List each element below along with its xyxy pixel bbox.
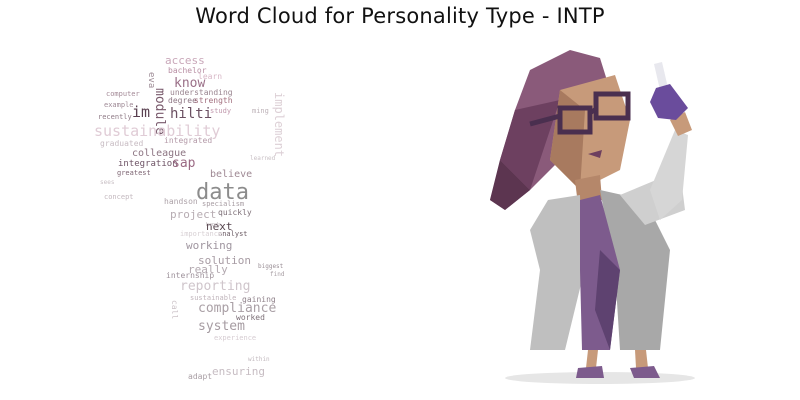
cloud-word: implement	[272, 92, 286, 158]
cloud-word: example	[104, 101, 134, 109]
cloud-word: project	[170, 208, 217, 221]
cloud-word: adapt	[188, 372, 213, 381]
cloud-word: working	[186, 239, 233, 252]
cloud-word: computer	[106, 90, 140, 98]
cloud-word: integration	[118, 159, 178, 169]
cloud-word: ensuring	[212, 365, 265, 378]
coat-right	[600, 190, 670, 350]
coat-left	[530, 195, 582, 350]
cloud-word: access	[165, 54, 205, 67]
cloud-word: experience	[214, 334, 257, 342]
shoe-right	[630, 366, 660, 378]
cloud-word: eva	[146, 72, 156, 89]
flask-body	[650, 84, 688, 120]
dress-shade	[595, 250, 620, 350]
cloud-word: im	[132, 103, 151, 121]
cloud-word: internship	[166, 271, 215, 280]
cloud-word: sap	[172, 156, 196, 171]
cloud-word: system	[198, 319, 245, 334]
cloud-word: study	[210, 107, 232, 115]
hair-dark-shape	[490, 160, 530, 210]
shoe-left	[576, 366, 604, 378]
cloud-word: hilti	[170, 106, 213, 122]
flask-neck	[654, 62, 668, 90]
chart-title: Word Cloud for Personality Type - INTP	[195, 4, 605, 28]
cloud-word: greatest	[117, 169, 151, 177]
cloud-word: sustainability	[94, 122, 221, 140]
cloud-word: gaining	[242, 295, 276, 304]
leg-right	[635, 350, 648, 368]
cloud-word: colleague	[132, 148, 187, 159]
leg-left	[586, 350, 598, 368]
cloud-word: bachelor	[168, 66, 207, 75]
cloud-word: integrated	[164, 136, 213, 145]
cloud-word: recently	[98, 113, 132, 121]
cloud-word: learn	[198, 72, 223, 81]
cloud-word: solution	[198, 254, 251, 267]
intp-scientist-illustration	[490, 50, 695, 384]
cloud-word: data	[196, 180, 249, 205]
glasses-bridge	[588, 106, 598, 116]
cloud-word: hands	[206, 222, 222, 228]
cloud-word: learned	[250, 155, 276, 162]
cloud-word: find	[270, 271, 285, 278]
cloud-word: next	[206, 220, 233, 233]
cloud-word: concept	[104, 193, 134, 201]
cloud-word: analyst	[218, 230, 248, 238]
cloud-word: within	[248, 356, 270, 363]
glasses-arm	[529, 113, 561, 127]
glasses-left-lens	[557, 105, 593, 135]
cloud-word: reporting	[180, 279, 251, 294]
arm-raised	[650, 130, 688, 220]
cloud-word: specialism	[202, 200, 245, 208]
cloud-word: know	[174, 76, 206, 91]
cloud-word: believe	[210, 169, 253, 180]
cloud-word: understanding	[170, 88, 233, 97]
cloud-word: biggest	[258, 263, 284, 270]
cloud-word: module	[152, 88, 167, 135]
mouth-shape	[588, 150, 602, 158]
cloud-word: importance	[180, 230, 223, 238]
cloud-word: graduated	[100, 139, 144, 148]
cloud-word: ming	[252, 107, 269, 115]
cloud-word: worked	[236, 313, 265, 322]
cloud-word: compliance	[198, 301, 277, 316]
glasses-right-lens	[593, 91, 631, 121]
word-cloud: access bachelor learn know understanding…	[90, 52, 310, 392]
cloud-word: really	[188, 263, 228, 276]
cloud-word: call	[170, 300, 179, 320]
cloud-word: sees	[100, 179, 115, 186]
cloud-word: quickly	[218, 208, 252, 217]
cloud-word: sustainable	[190, 294, 237, 302]
cloud-word: degree	[168, 96, 197, 105]
cloud-word: strength	[194, 96, 233, 105]
cloud-word: handson	[164, 197, 198, 206]
